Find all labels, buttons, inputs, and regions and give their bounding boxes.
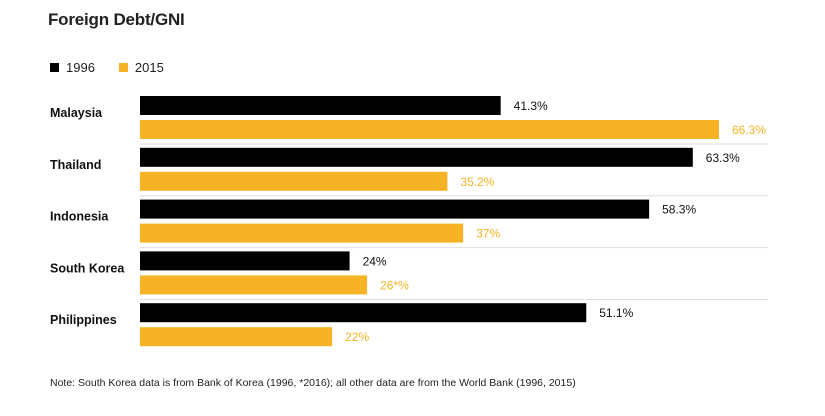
category-label-malaysia: Malaysia [50, 106, 103, 120]
bar-indonesia-1996 [140, 199, 650, 219]
bar-indonesia-2015 [140, 223, 464, 243]
bar-thailand-1996 [140, 147, 693, 167]
bar-south-korea-2015 [140, 275, 368, 295]
data-label-thailand-1996: 63.3% [706, 151, 740, 165]
bar-philippines-2015 [140, 327, 333, 347]
legend-item-1996: 1996 [50, 60, 95, 75]
data-label-thailand-2015: 35.2% [460, 175, 494, 189]
data-label-indonesia-1996: 58.3% [662, 203, 696, 217]
legend-item-2015: 2015 [118, 60, 164, 75]
data-label-south-korea-2015: 26*% [380, 278, 409, 292]
legend-label-1996: 1996 [66, 60, 95, 75]
data-label-malaysia-1996: 41.3% [514, 99, 548, 113]
legend-swatch-1996 [50, 63, 59, 72]
bar-philippines-1996 [140, 303, 587, 323]
category-label-philippines: Philippines [50, 313, 117, 327]
category-label-indonesia: Indonesia [50, 210, 109, 224]
data-label-philippines-2015: 22% [345, 330, 369, 344]
chart-title: Foreign Debt/GNI [48, 10, 185, 29]
category-label-south-korea: South Korea [50, 261, 125, 275]
data-label-south-korea-1996: 24% [363, 254, 387, 268]
bar-malaysia-1996 [140, 96, 501, 115]
data-label-indonesia-2015: 37% [476, 227, 500, 241]
data-label-philippines-1996: 51.1% [599, 306, 633, 320]
bar-south-korea-1996 [140, 251, 350, 271]
source-note: Note: South Korea data is from Bank of K… [50, 377, 576, 389]
category-label-thailand: Thailand [50, 158, 101, 172]
bar-chart: Malaysia 41.3% 66.3% Thailand 63.3% 35.2% Indo… [50, 96, 768, 347]
legend-swatch-2015 [118, 63, 128, 72]
legend: 1996 2015 [50, 60, 188, 75]
bar-malaysia-2015 [140, 120, 719, 139]
legend-label-2015: 2015 [134, 60, 164, 75]
bar-thailand-2015 [140, 171, 448, 191]
data-label-malaysia-2015: 66.3% [732, 123, 766, 137]
